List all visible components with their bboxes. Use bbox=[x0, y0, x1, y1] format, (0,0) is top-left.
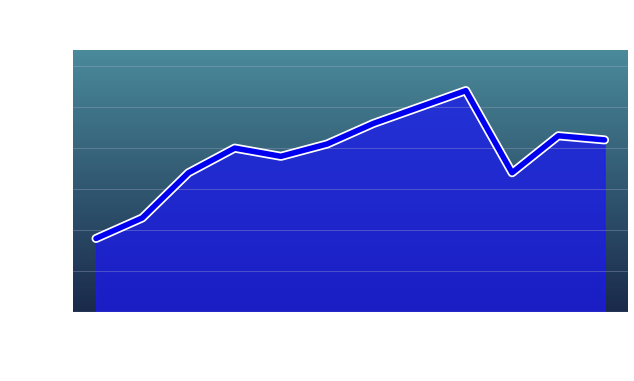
Text: HOW NHS DENTIST NUMBERS HAVE CHANGED OVER TIME: HOW NHS DENTIST NUMBERS HAVE CHANGED OVE… bbox=[0, 14, 634, 38]
Text: Source: NHS: Source: NHS bbox=[563, 37, 628, 47]
